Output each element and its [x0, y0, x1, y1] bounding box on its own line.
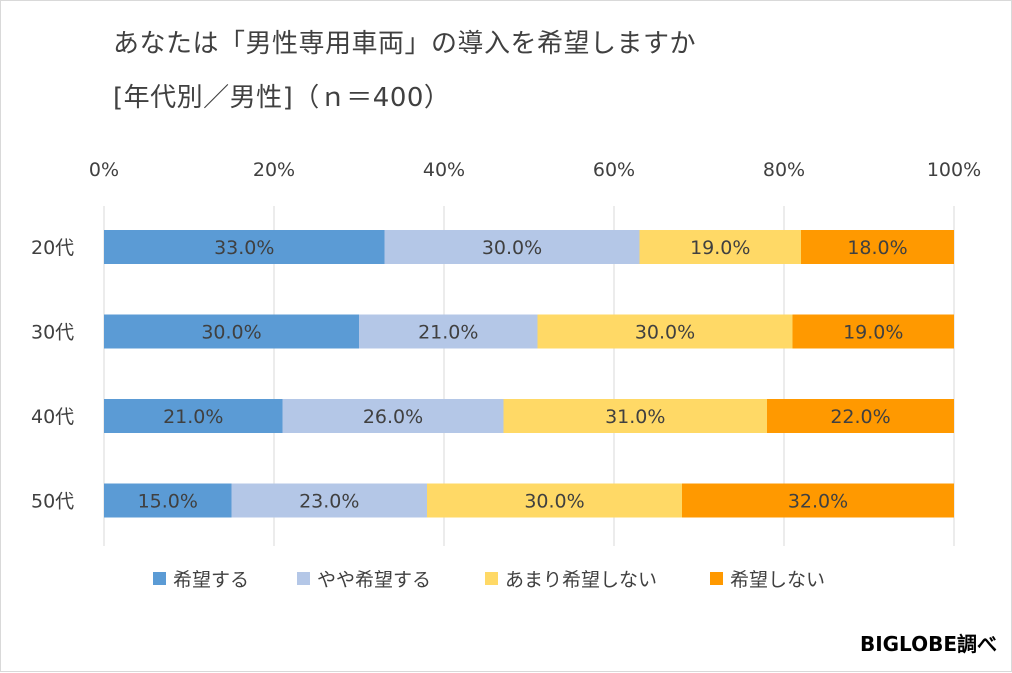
- data-label: 30.0%: [201, 322, 261, 344]
- bar-segment: [359, 314, 538, 349]
- legend-swatch: [297, 572, 310, 585]
- data-label: 19.0%: [843, 322, 903, 344]
- data-label: 21.0%: [163, 406, 223, 428]
- chart-title: あなたは「男性専用車両」の導入を希望しますか: [113, 29, 697, 59]
- data-label: 22.0%: [830, 406, 890, 428]
- bar-segment: [682, 483, 954, 518]
- bar-segment: [792, 314, 954, 349]
- bar-segment: [503, 399, 767, 433]
- chart-subtitle: [年代別／男性]（ｎ＝400）: [113, 83, 451, 113]
- bar-segment: [427, 483, 682, 518]
- data-label: 33.0%: [214, 237, 274, 259]
- data-label: 30.0%: [482, 237, 542, 259]
- x-tick-label: 100%: [927, 159, 981, 181]
- x-tick-label: 0%: [89, 159, 119, 181]
- category-label: 50代: [31, 491, 74, 513]
- bar-segment: [537, 314, 793, 349]
- data-label: 30.0%: [524, 491, 584, 513]
- legend-label: 希望する: [173, 569, 249, 591]
- x-tick-label: 60%: [593, 159, 635, 181]
- data-label: 15.0%: [138, 491, 198, 513]
- bar-segment: [801, 230, 954, 264]
- data-label: 26.0%: [363, 406, 423, 428]
- category-label: 30代: [31, 322, 74, 344]
- legend-label: やや希望する: [317, 569, 431, 591]
- legend-label: あまり希望しない: [505, 569, 657, 591]
- data-label: 18.0%: [847, 237, 907, 259]
- bar-segment: [104, 399, 283, 433]
- bar-segment: [231, 483, 427, 518]
- category-label: 20代: [31, 237, 74, 259]
- bar-segment: [384, 230, 640, 264]
- source-credit: BIGLOBE調べ: [859, 632, 997, 656]
- bar-segment: [104, 230, 385, 264]
- bar-segment: [767, 399, 954, 433]
- data-label: 21.0%: [418, 322, 478, 344]
- data-label: 19.0%: [690, 237, 750, 259]
- legend-swatch: [153, 572, 166, 585]
- bar-segment: [639, 230, 801, 264]
- legend-label: 希望しない: [730, 569, 825, 591]
- data-label: 30.0%: [635, 322, 695, 344]
- bar-segment: [104, 483, 232, 518]
- data-label: 23.0%: [299, 491, 359, 513]
- legend-swatch: [710, 572, 723, 585]
- x-tick-label: 40%: [423, 159, 465, 181]
- bar-segment: [282, 399, 504, 433]
- data-label: 32.0%: [788, 491, 848, 513]
- x-tick-label: 80%: [763, 159, 805, 181]
- data-label: 31.0%: [605, 406, 665, 428]
- bar-segment: [104, 314, 359, 349]
- category-label: 40代: [31, 406, 74, 428]
- legend-swatch: [485, 572, 498, 585]
- x-tick-label: 20%: [253, 159, 295, 181]
